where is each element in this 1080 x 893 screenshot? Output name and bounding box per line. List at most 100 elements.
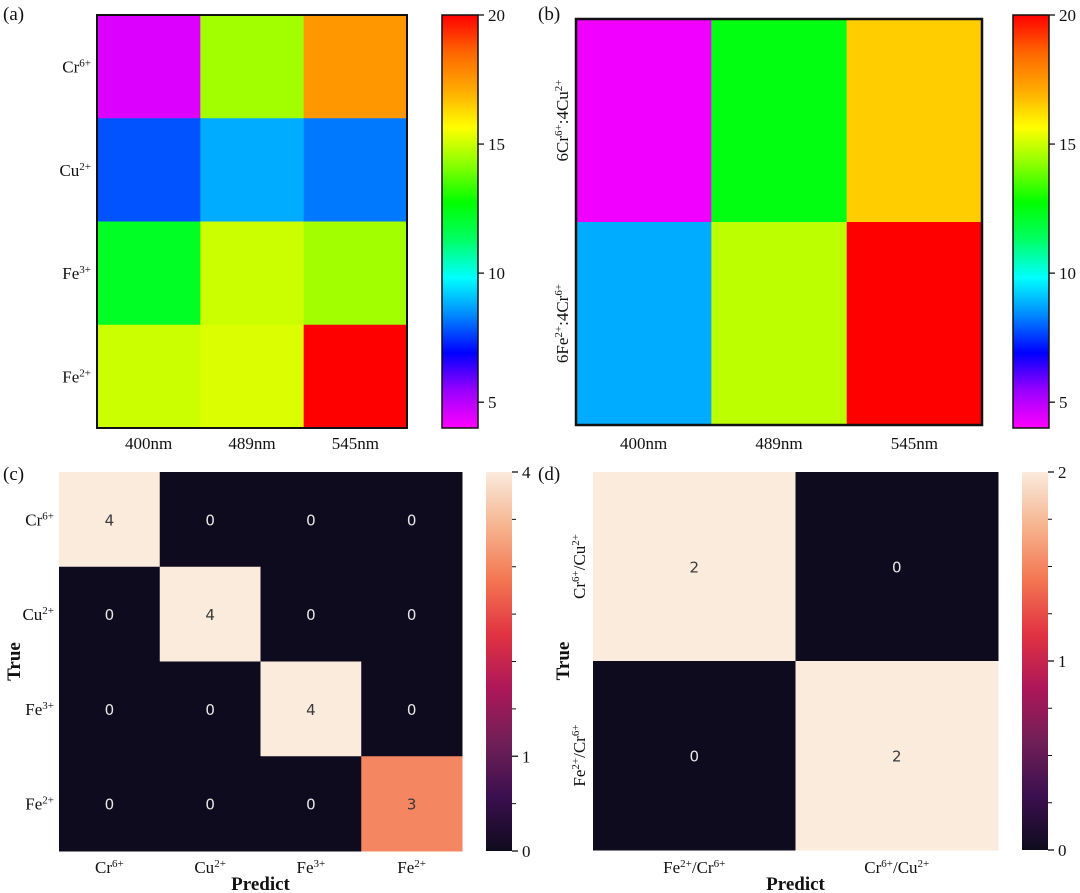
y-axis-title: True [553, 642, 574, 681]
cell-value-label: 0 [892, 559, 902, 577]
label-superscript: 2+ [680, 858, 692, 870]
label-superscript: 6+ [553, 124, 565, 136]
colorbar-tick-label: 10 [1059, 264, 1076, 283]
y-tick-label: Cr6+/Cu2+ [570, 534, 589, 599]
label-run: /Cu [893, 858, 918, 877]
x-tick-label: 545nm [332, 434, 379, 453]
label-run: /Cr [692, 858, 714, 877]
colorbar-tick-label: 5 [488, 393, 497, 412]
cell-value-label: 0 [306, 796, 316, 814]
panel-label: (d) [538, 464, 560, 485]
heatmap-cell [59, 566, 161, 662]
label-run: Fe [25, 700, 42, 719]
x-tick-label: Cr6+/Cu2+ [864, 858, 929, 877]
x-tick-label: 489nm [755, 434, 802, 453]
y-tick-label: Fe3+ [62, 264, 91, 283]
label-run: Cr [25, 510, 42, 529]
y-tick-label: 6Cr6+:4Cu2+ [553, 80, 572, 162]
y-tick-label: Fe2+/Cr6+ [570, 724, 589, 786]
y-tick-label: Cu2+ [59, 161, 91, 180]
heatmap-cell [97, 324, 201, 429]
label-superscript: 6+ [570, 724, 582, 736]
colorbar-scale [486, 472, 512, 851]
y-tick-label: Cr6+ [62, 58, 91, 77]
cell-value-label: 0 [407, 606, 417, 624]
heatmap-cell [846, 222, 983, 426]
heatmap-cell [711, 19, 848, 223]
x-axis-title: Predict [231, 874, 290, 893]
heatmap-cell [576, 222, 712, 426]
colorbar-tick-label: 0 [1058, 841, 1067, 860]
cell-value-label: 0 [205, 511, 215, 529]
colorbar-tick-label: 10 [488, 264, 505, 283]
heatmap-cell [303, 324, 408, 429]
heatmap-cell [593, 661, 796, 851]
x-tick-label: Cr6+ [95, 858, 124, 877]
heatmap-cell [200, 118, 305, 222]
panel-c: 4 0 0 00 4 0 00 0 4 00 0 0 3(c)Cr6+Cu2+Fe3+Fe2+Cr6+ C… [3, 464, 463, 893]
label-run: /Cr [570, 736, 589, 758]
label-run: Fe [397, 858, 414, 877]
label-run: 6Fe [553, 338, 572, 364]
cell-value-label: 0 [105, 701, 115, 719]
cell-value-label: 0 [306, 606, 316, 624]
heatmap-cell [97, 118, 201, 222]
y-tick-label: Fe2+ [62, 367, 91, 386]
heatmap-cell [711, 222, 848, 426]
colorbar-tick-label: 5 [1059, 393, 1068, 412]
colorbar-tick-label: 15 [1059, 135, 1076, 154]
colorbar-tick-label: 20 [488, 6, 505, 25]
colorbar-a: 5 10 15 20 [441, 6, 505, 429]
heatmap-cell [361, 566, 463, 662]
heatmap-cell [260, 472, 362, 568]
x-tick-label: 400nm [620, 434, 667, 453]
label-superscript: 2+ [570, 758, 582, 770]
label-run: :4Cr [553, 295, 572, 326]
heatmap-cell [260, 566, 362, 662]
label-run: Cr [62, 58, 79, 77]
label-superscript: 6+ [553, 284, 565, 296]
heatmap-cell [159, 566, 261, 662]
heatmap-cell [303, 118, 408, 222]
colorbar-tick-label: 20 [1059, 6, 1076, 25]
x-axis-title: Predict [766, 874, 825, 893]
label-superscript: 3+ [42, 700, 54, 712]
label-run: Cr [570, 582, 589, 599]
label-superscript: 2+ [918, 858, 930, 870]
panel-label: (c) [3, 464, 24, 485]
y-tick-label: 6Fe2+:4Cr6+ [553, 284, 572, 363]
cell-value-label: 0 [105, 796, 115, 814]
label-run: Cr [864, 858, 881, 877]
cell-value-label: 0 [407, 701, 417, 719]
colorbar-scale [441, 14, 479, 429]
label-superscript: 2+ [79, 161, 91, 173]
label-run: Fe [297, 858, 314, 877]
colorbar-scale [1022, 472, 1048, 850]
cell-value-label: 0 [407, 511, 417, 529]
label-superscript: 6+ [42, 510, 54, 522]
y-tick-label: Cu2+ [22, 605, 54, 624]
label-superscript: 6+ [570, 570, 582, 582]
colorbar-tick-label: 0 [522, 842, 531, 861]
label-superscript: 2+ [79, 367, 91, 379]
colorbar-d: 0 1 2 [1022, 463, 1067, 860]
label-run: Fe [62, 367, 79, 386]
colorbar-tick-label: 1 [522, 747, 531, 766]
x-tick-label: 400nm [125, 434, 172, 453]
heatmap-cell [200, 15, 305, 119]
label-superscript: 3+ [79, 264, 91, 276]
heatmap-cell [361, 472, 463, 568]
colorbar-tick-label: 4 [522, 463, 531, 482]
label-run: Cu [59, 161, 79, 180]
label-superscript: 2+ [414, 858, 426, 870]
label-run: Fe [570, 770, 589, 787]
label-run: Cu [22, 605, 42, 624]
panel-a: (a)Cr6+Cu2+Fe3+Fe2+400nm 489nm 545nm [3, 4, 408, 453]
heatmap-cell [200, 221, 305, 326]
heatmap-cell [795, 661, 999, 851]
label-run: /Cu [570, 545, 589, 570]
y-tick-label: Cr6+ [25, 510, 54, 529]
heatmap-cell [59, 756, 161, 852]
cell-value-label: 2 [892, 748, 902, 766]
label-run: Cr [95, 858, 112, 877]
